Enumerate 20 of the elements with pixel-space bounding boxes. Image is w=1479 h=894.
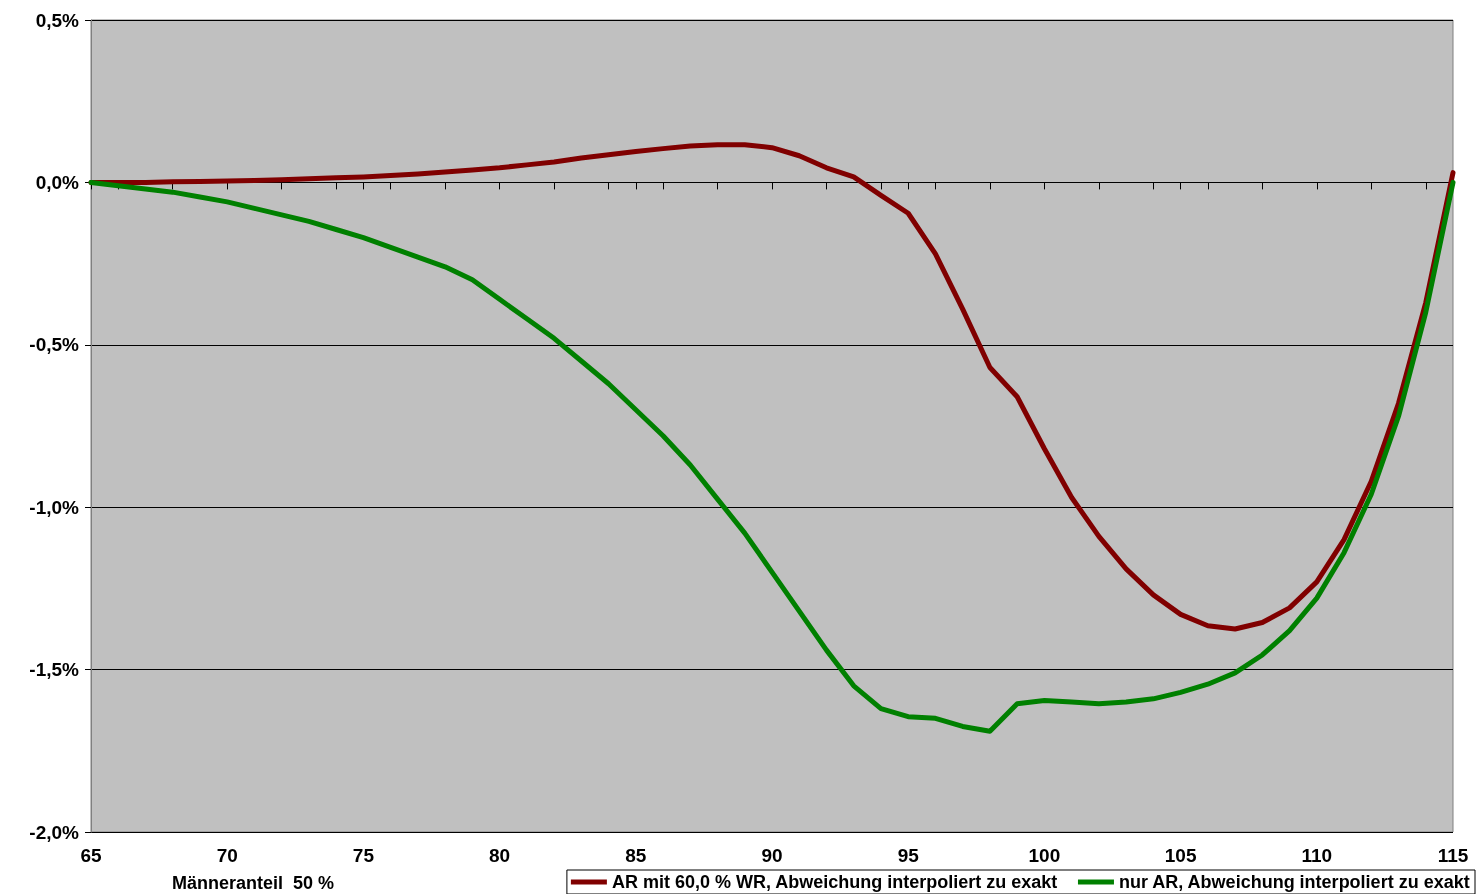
y-tick-label: -1,5% bbox=[29, 659, 80, 681]
y-tick-label: 0,5% bbox=[35, 9, 80, 31]
legend-label: AR mit 60,0 % WR, Abweichung interpoliert zu exakt bbox=[611, 872, 1058, 892]
x-tick-label: 95 bbox=[897, 845, 920, 866]
legend-label: nur AR, Abweichung interpoliert zu exakt bbox=[1118, 872, 1470, 892]
x-tick-label: 105 bbox=[1164, 845, 1197, 866]
x-tick-label: 70 bbox=[216, 845, 238, 866]
x-tick-label: 75 bbox=[352, 845, 375, 866]
text: Männeranteil 50 % bbox=[171, 873, 335, 893]
x-tick-label: 100 bbox=[1028, 845, 1061, 866]
x-tick-label: 80 bbox=[489, 845, 511, 866]
x-tick-label: 90 bbox=[761, 845, 783, 866]
y-tick-label: -0,5% bbox=[29, 334, 80, 356]
y-tick-label: -1,0% bbox=[29, 496, 80, 518]
x-tick-label: 65 bbox=[80, 845, 102, 866]
x-tick-label: 115 bbox=[1437, 845, 1469, 866]
y-tick-label: -2,0% bbox=[29, 821, 80, 843]
x-tick-label: 85 bbox=[625, 845, 647, 866]
x-tick-label: 110 bbox=[1301, 845, 1333, 866]
y-tick-label: 0,0% bbox=[35, 171, 80, 193]
